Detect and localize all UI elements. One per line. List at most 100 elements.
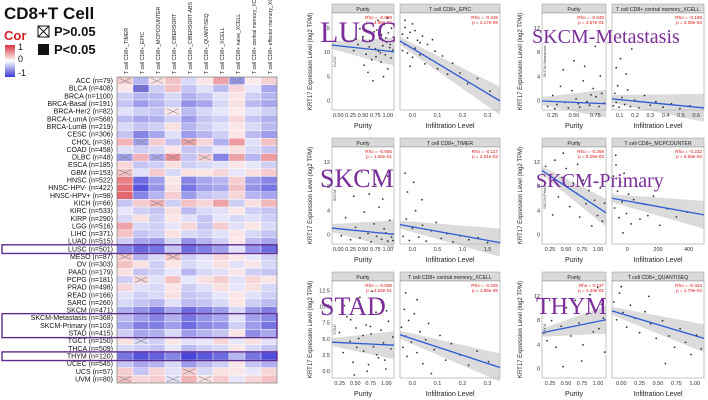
data-point (387, 32, 390, 34)
data-point (388, 219, 391, 222)
heatmap-cell (212, 153, 230, 162)
heatmap-cell (260, 76, 278, 85)
data-point (419, 41, 421, 44)
data-point (441, 55, 444, 57)
heatmap-cell (228, 153, 246, 162)
x-tick-label: 0 (626, 247, 629, 253)
data-point (370, 241, 372, 243)
heatmap-cell (148, 321, 166, 330)
data-point (359, 296, 361, 299)
nonsig-cross-mark (150, 77, 164, 84)
data-point (568, 205, 571, 208)
heatmap-cell (212, 160, 230, 169)
heatmap-cell (148, 298, 166, 307)
heatmap-cell (116, 245, 134, 254)
heatmap-cell (260, 268, 278, 277)
heatmap-cell (260, 153, 278, 162)
heatmap-cell (148, 214, 166, 223)
row-label: ESCA (n=185) (68, 162, 113, 169)
heatmap-cell (116, 268, 134, 277)
highlight-box (1, 312, 278, 339)
strip-title: T cell CD8+_MCPCOUNTER (624, 141, 691, 147)
data-point (615, 101, 618, 104)
heatmap-cell (132, 268, 150, 277)
heatmap-cell (196, 199, 214, 208)
x-tick-label: 0.2 (459, 381, 467, 387)
rho-value: Rho = -0.049 (577, 15, 604, 20)
data-point (612, 104, 615, 107)
data-point (352, 195, 355, 198)
heatmap-cell (164, 367, 182, 376)
data-point (561, 176, 563, 179)
heatmap-cell (260, 176, 278, 185)
heatmap-cell (260, 229, 278, 238)
y-axis-label: KRT17 Expression Level (log2 TPM) (518, 281, 524, 378)
heatmap-cell (228, 291, 246, 300)
heatmap-cell (180, 153, 198, 162)
x-axis-label: Purity (565, 257, 583, 264)
data-point (409, 31, 411, 34)
x-axis-label: Infiltration Level (633, 123, 682, 130)
data-point (359, 236, 361, 239)
nonsig-cross-mark (134, 276, 148, 283)
heatmap-cell (116, 122, 134, 131)
heatmap-cell (244, 245, 262, 254)
x-tick-label: 0.75 (370, 113, 381, 119)
heatmap-cell (148, 245, 166, 254)
heatmap-cell (228, 222, 246, 231)
data-point (357, 43, 359, 46)
heatmap-cell (148, 313, 166, 322)
heatmap-cell (132, 160, 150, 169)
heatmap-cell (244, 183, 262, 192)
y-axis-label: KRT17 Expression Level (log2 TPM) (518, 13, 524, 110)
heatmap-cell (260, 283, 278, 292)
data-point (367, 232, 369, 235)
x-tick-label: 0.00 (333, 247, 344, 253)
data-point (625, 73, 628, 75)
heatmap-cell (132, 329, 150, 338)
heatmap-cell (116, 352, 134, 361)
data-point (413, 312, 416, 315)
colorbar-tick: 0 (18, 54, 23, 64)
heatmap-cell (116, 183, 134, 192)
data-point (662, 106, 664, 109)
data-point (623, 172, 625, 175)
heatmap-cell (148, 206, 166, 215)
heatmap-cell (244, 329, 262, 338)
heatmap-cell (116, 367, 134, 376)
x-tick-label: 1.0 (459, 247, 467, 253)
data-point (476, 77, 479, 80)
row-label: MESO (n=87) (70, 254, 113, 261)
heatmap-cell (196, 145, 214, 154)
data-point (414, 29, 416, 32)
data-point (612, 175, 615, 177)
highlight-box (1, 244, 278, 255)
nonsig-cross-mark (118, 169, 132, 176)
heatmap-cell (116, 160, 134, 169)
data-point (391, 49, 394, 51)
data-point (467, 238, 470, 241)
heatmap-cell (132, 283, 150, 292)
data-point (367, 71, 369, 74)
heatmap-cell (132, 107, 150, 116)
heatmap-cell (164, 291, 182, 300)
x-tick-label: 0.6 (693, 113, 701, 119)
heatmap-cell (244, 107, 262, 116)
p-value: p = 6.59e-04 (676, 154, 702, 159)
heatmap-cell (196, 298, 214, 307)
heatmap-cell (116, 298, 134, 307)
data-point (378, 37, 381, 40)
rho-value: Rho = 0.137 (579, 283, 605, 288)
heatmap-cell (228, 137, 246, 147)
data-point (613, 207, 616, 209)
heatmap-cell (132, 92, 150, 101)
data-point (416, 39, 419, 42)
scatter-group-skcm: Purity Rho = -0.066 p = 1.60e-01 0.00 0.25 0.… (306, 136, 502, 264)
data-point (390, 57, 392, 59)
data-point (589, 293, 591, 296)
heatmap-cell (180, 84, 198, 93)
data-point (615, 318, 618, 321)
heatmap-cell (244, 191, 262, 200)
data-point (562, 152, 565, 155)
